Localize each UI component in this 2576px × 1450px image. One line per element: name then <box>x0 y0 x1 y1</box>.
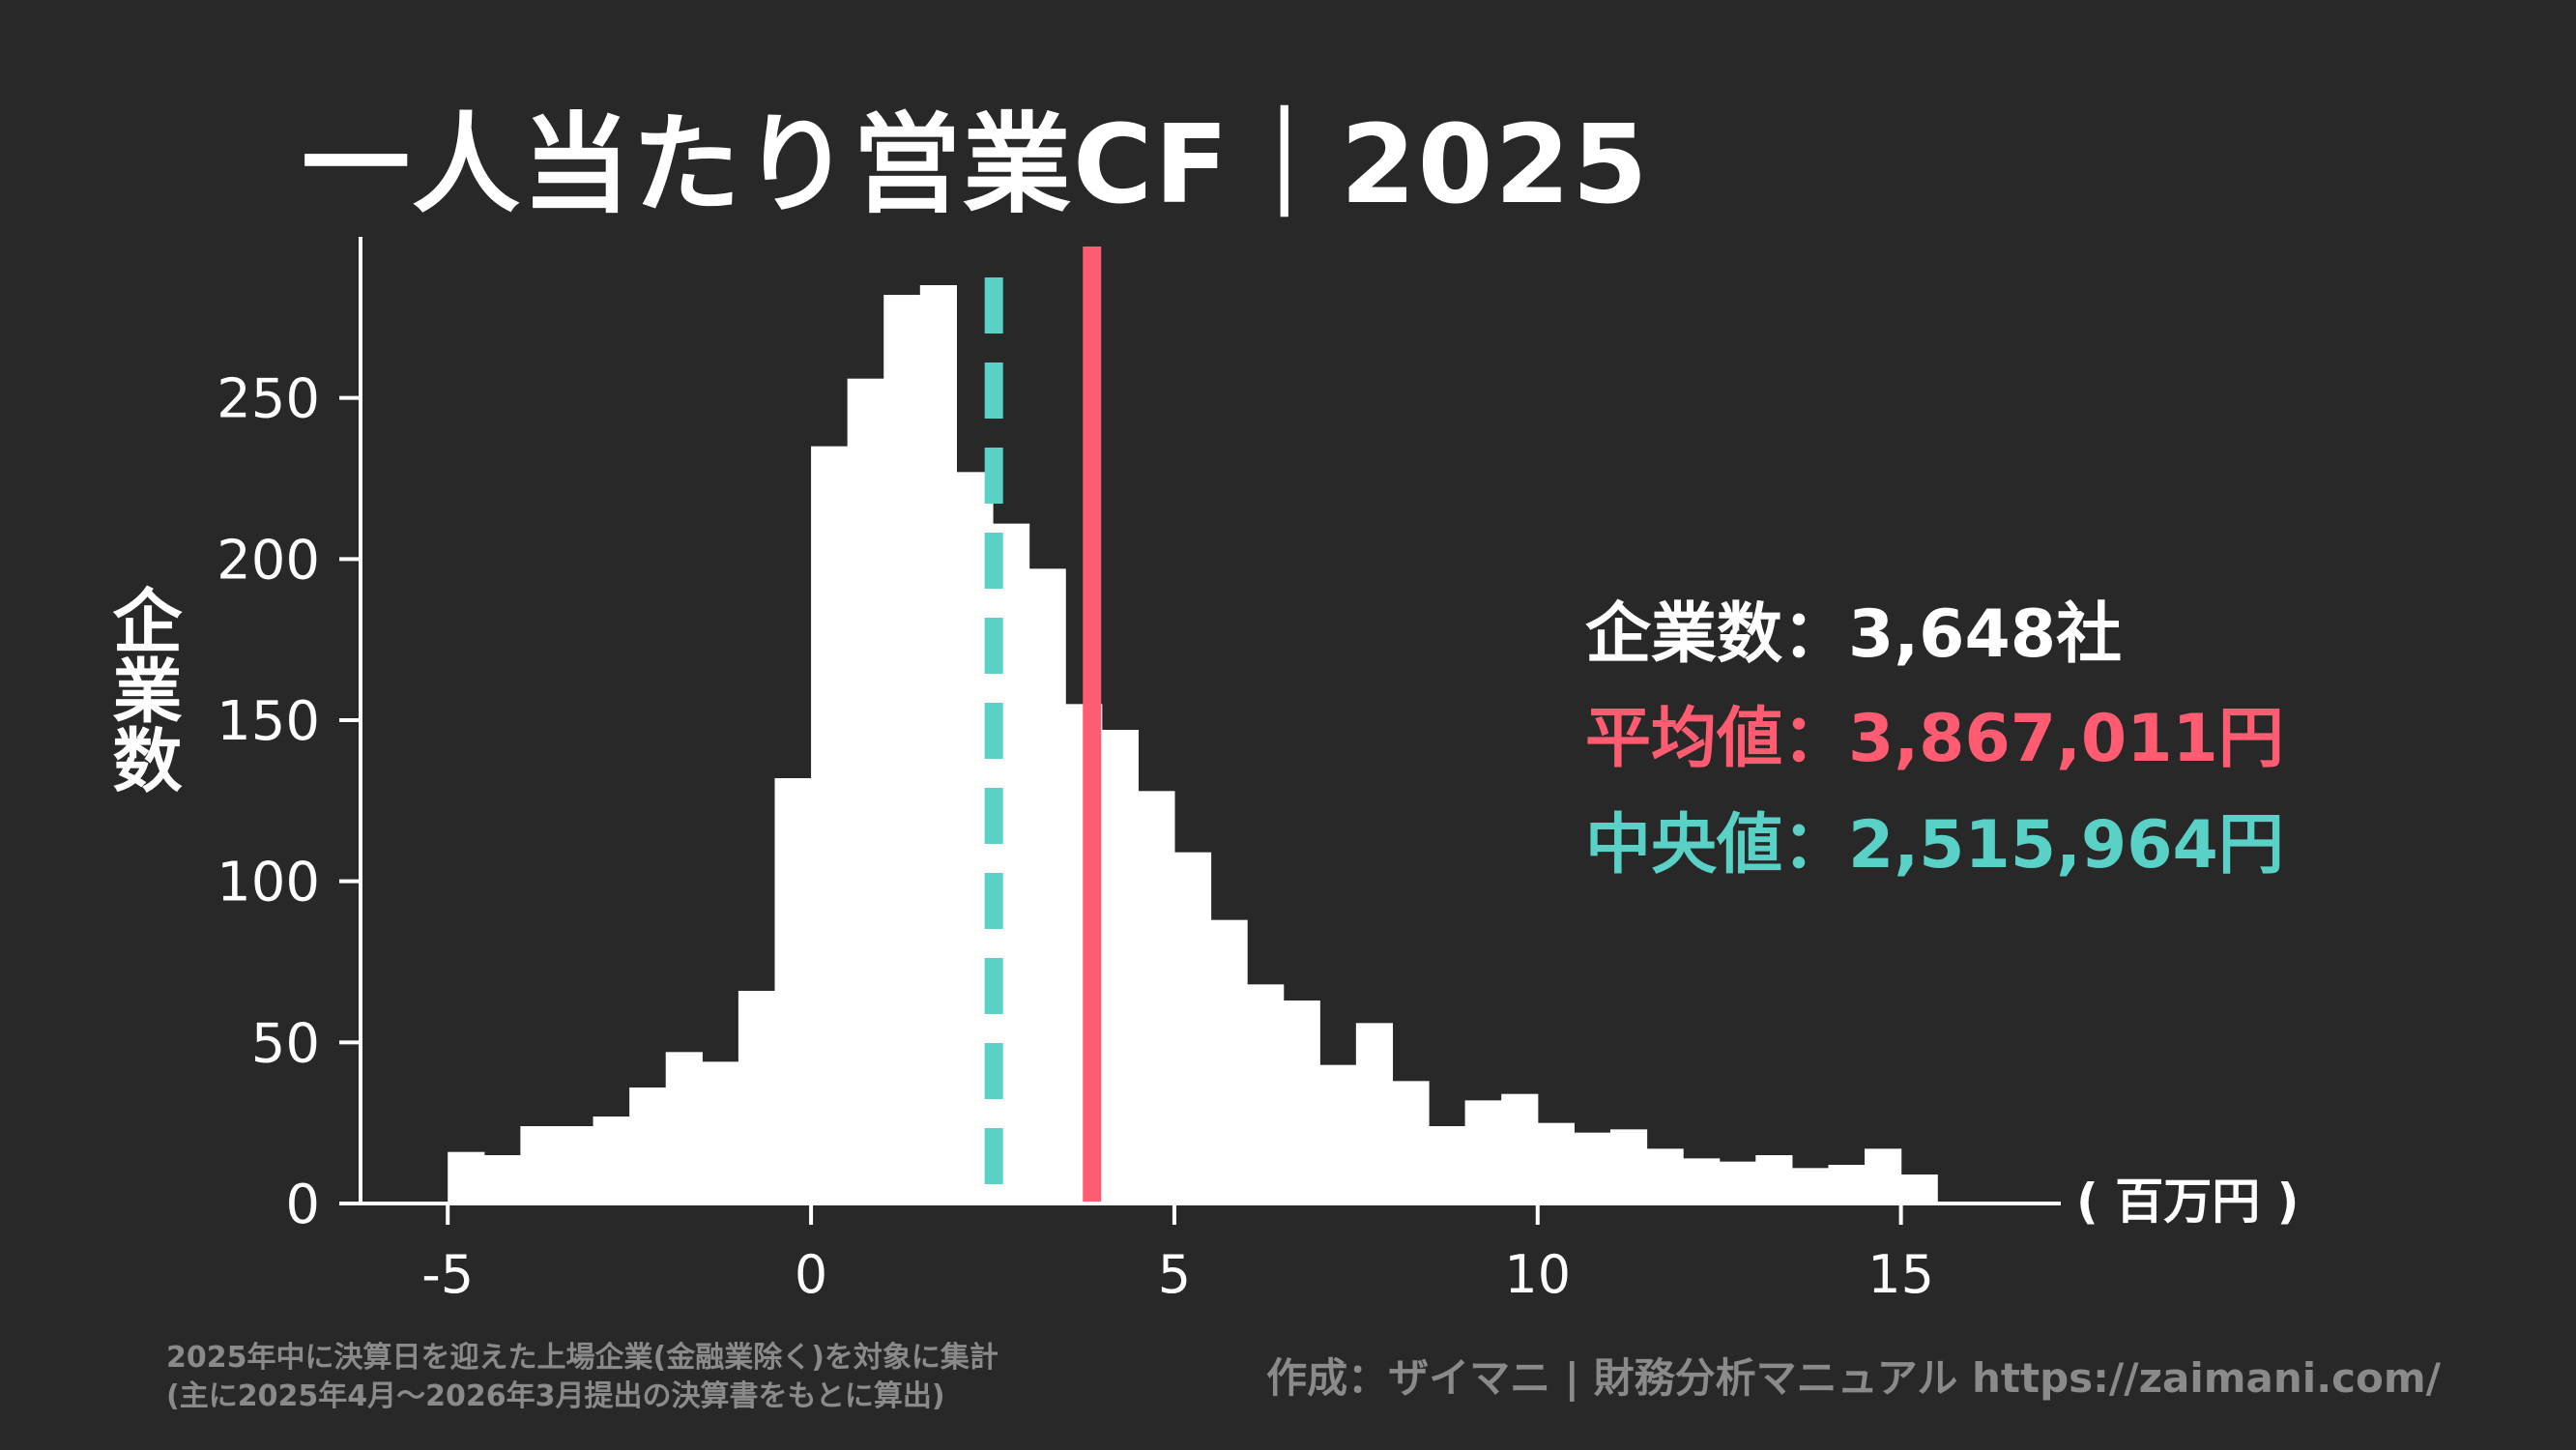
histogram-bar <box>448 1151 485 1204</box>
chart-title: 一人当たり営業CF｜2025 <box>302 102 1650 228</box>
histogram-bar <box>629 1088 667 1204</box>
median-value-stat: 中央値：2,515,964円 <box>1585 807 2284 884</box>
company-count-stat: 企業数：3,648社 <box>1585 596 2123 673</box>
mean-value-stat: 平均値：3,867,011円 <box>1585 701 2284 777</box>
histogram-bar <box>1574 1132 1611 1204</box>
histogram-bar <box>1683 1158 1721 1204</box>
histogram-bar <box>556 1126 594 1204</box>
reference-lines <box>984 246 1102 1204</box>
histogram-bar <box>1537 1122 1575 1204</box>
y-tick-label: 150 <box>217 690 320 753</box>
histogram-bar <box>1319 1064 1357 1204</box>
histogram-bar <box>483 1155 521 1204</box>
x-axis-unit-label: ( 百万円 ) <box>2076 1174 2300 1230</box>
histogram-bar <box>1755 1155 1793 1204</box>
histogram-bar <box>665 1052 703 1204</box>
histogram-bar <box>811 446 849 1204</box>
histogram-bar <box>883 295 921 1204</box>
x-tick-label: 10 <box>1504 1244 1571 1305</box>
histogram-bar <box>593 1116 630 1204</box>
histogram-bar <box>1355 1023 1394 1204</box>
histogram-bar <box>1210 919 1248 1204</box>
histogram-bar <box>1865 1148 1902 1204</box>
histogram-bar <box>1791 1168 1830 1204</box>
footnote-line-1: 2025年中に決算日を迎えた上場企業(金融業除く)を対象に集計 <box>166 1341 999 1375</box>
histogram-bar <box>1247 984 1285 1204</box>
histogram-bar <box>1501 1093 1539 1204</box>
footnote-line-2: (主に2025年4月〜2026年3月提出の決算書をもとに算出) <box>166 1379 945 1413</box>
y-tick-label: 250 <box>217 368 320 431</box>
axes: 0 50 100 150 200 250 -5 0 5 10 15 ( 百万円 ) <box>217 237 2300 1305</box>
histogram-bar <box>774 778 812 1204</box>
credit-text: 作成：ザイマニ | 財務分析マニュアル https://zaimani.com/ <box>1266 1354 2441 1402</box>
x-tick-label: 0 <box>795 1244 827 1305</box>
y-tick-label: 0 <box>285 1174 320 1236</box>
histogram-bar <box>1609 1129 1648 1204</box>
histogram-bar <box>1138 791 1175 1204</box>
histogram-bar <box>1283 1000 1320 1204</box>
histogram-bar <box>1719 1161 1756 1204</box>
x-tick-label: -5 <box>421 1244 474 1305</box>
y-tick-label: 200 <box>217 529 320 592</box>
histogram-bar <box>919 285 958 1204</box>
histogram-bar <box>702 1061 739 1204</box>
histogram-bar <box>520 1126 558 1204</box>
histogram-bar <box>1028 568 1066 1204</box>
histogram-bar <box>1464 1100 1502 1204</box>
histogram-bar <box>738 991 776 1204</box>
y-tick-label: 100 <box>217 852 320 914</box>
histogram-bar <box>1429 1126 1466 1204</box>
histogram-bar <box>1392 1081 1430 1204</box>
histogram-bar <box>1101 730 1139 1204</box>
histogram-bar <box>1900 1174 1938 1204</box>
histogram-bar <box>1646 1148 1684 1204</box>
footnote: 2025年中に決算日を迎えた上場企業(金融業除く)を対象に集計 (主に2025年… <box>166 1339 999 1416</box>
x-tick-label: 15 <box>1867 1244 1934 1305</box>
y-axis-label: 企業数 <box>101 585 182 794</box>
histogram-bar <box>1828 1165 1866 1204</box>
x-tick-label: 5 <box>1158 1244 1191 1305</box>
histogram-bar <box>847 378 884 1204</box>
histogram-bar <box>1173 852 1212 1204</box>
y-tick-label: 50 <box>251 1012 320 1075</box>
